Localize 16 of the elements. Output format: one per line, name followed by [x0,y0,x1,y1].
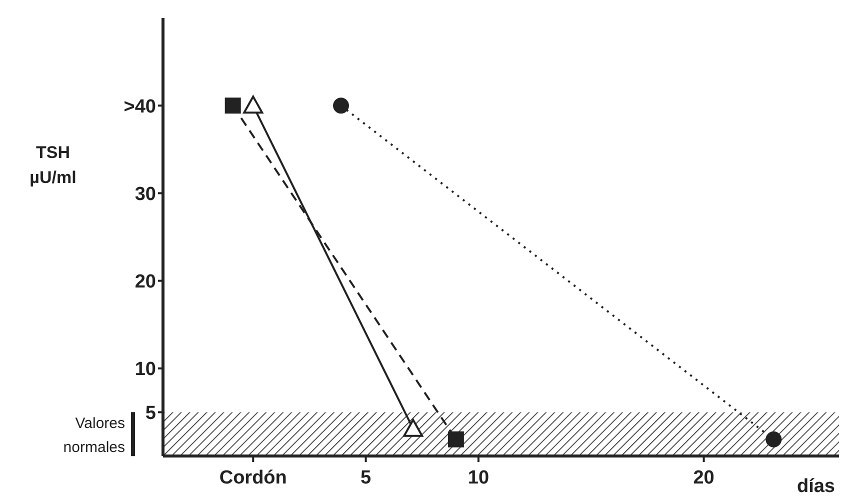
x-tick-label: 10 [468,467,490,488]
band-label: Valores normales [63,415,125,456]
y-tick-label: >40 [124,96,156,118]
x-axis-title: días [796,476,835,497]
y-tick-label: 30 [134,184,156,205]
x-tick-label: Cordón [219,467,287,488]
y-axis-title: TSH µU/ml [30,143,76,187]
point [224,98,241,114]
point [766,431,782,448]
y-tick-label: 10 [134,359,156,380]
x-tick-label: 5 [360,467,372,488]
y-tick-label: 5 [145,402,156,424]
point [448,431,464,448]
x-tick-label: 20 [693,467,714,488]
y-tick-label: 20 [134,272,156,293]
point [333,98,350,114]
